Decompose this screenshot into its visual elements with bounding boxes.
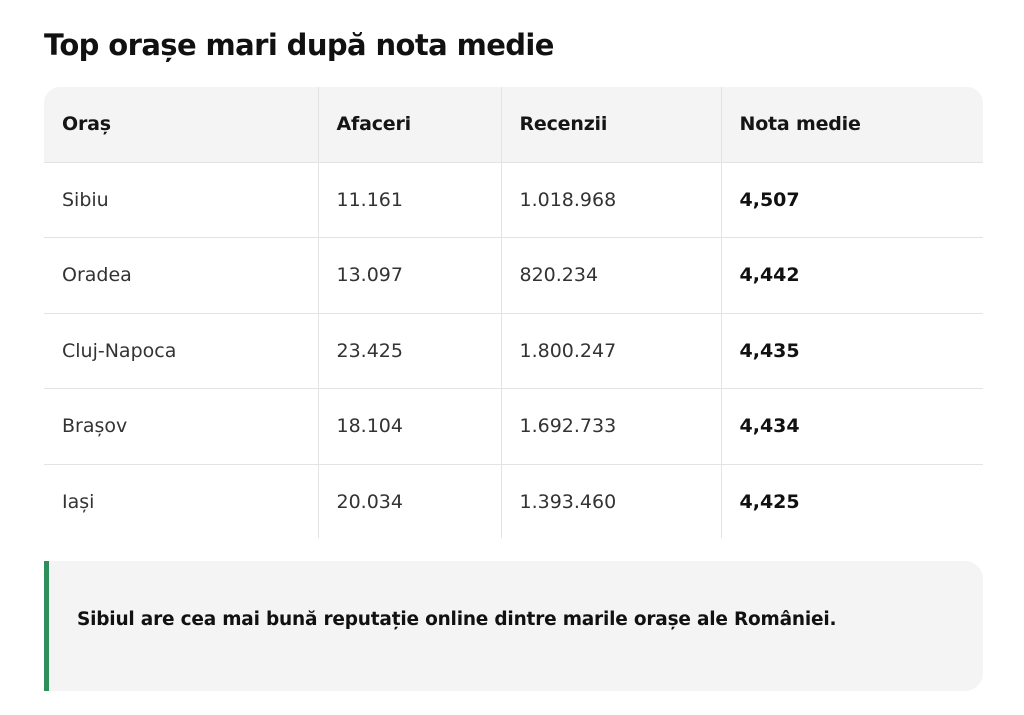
average-rating-cell: 4,425 xyxy=(720,463,983,538)
reviews-cell: 1.692.733 xyxy=(500,388,721,464)
reviews-cell: 1.393.460 xyxy=(500,463,721,538)
column-header-average-rating: Nota medie xyxy=(720,87,983,162)
average-rating-cell: 4,435 xyxy=(720,312,983,389)
table-row: Iași 20.034 1.393.460 4,425 xyxy=(44,463,983,538)
table-row: Brașov 18.104 1.692.733 4,434 xyxy=(44,388,983,464)
column-header-city: Oraș xyxy=(62,113,111,136)
businesses-cell: 11.161 xyxy=(317,161,501,238)
highlight-callout: Sibiul are cea mai bună reputație online… xyxy=(44,561,983,691)
businesses-cell: 23.425 xyxy=(317,312,501,389)
average-rating-cell: 4,434 xyxy=(720,388,983,464)
table-row: Sibiu 11.161 1.018.968 4,507 xyxy=(44,161,983,238)
city-cell: Iași xyxy=(44,463,318,538)
table-row: Oradea 13.097 820.234 4,442 xyxy=(44,237,983,313)
column-header-businesses: Afaceri xyxy=(317,87,501,162)
table-header-row: Oraș Afaceri Recenzii Nota medie xyxy=(44,87,983,162)
column-header-reviews: Recenzii xyxy=(500,87,721,162)
callout-text: Sibiul are cea mai bună reputație online… xyxy=(77,609,837,630)
city-cell: Cluj-Napoca xyxy=(44,312,318,389)
average-rating-cell: 4,507 xyxy=(720,161,983,238)
page-title: Top orașe mari după nota medie xyxy=(44,28,554,62)
city-cell: Brașov xyxy=(44,388,318,464)
city-cell: Oradea xyxy=(44,237,318,313)
reviews-cell: 1.800.247 xyxy=(500,312,721,389)
reviews-cell: 1.018.968 xyxy=(500,161,721,238)
table-row: Cluj-Napoca 23.425 1.800.247 4,435 xyxy=(44,312,983,389)
reviews-cell: 820.234 xyxy=(500,237,721,313)
cities-table: Oraș Afaceri Recenzii Nota medie Sibiu 1… xyxy=(44,87,983,538)
cities-table-container: Oraș Afaceri Recenzii Nota medie Sibiu 1… xyxy=(44,87,983,538)
city-cell: Sibiu xyxy=(44,161,318,238)
businesses-cell: 20.034 xyxy=(317,463,501,538)
businesses-cell: 13.097 xyxy=(317,237,501,313)
average-rating-cell: 4,442 xyxy=(720,237,983,313)
businesses-cell: 18.104 xyxy=(317,388,501,464)
